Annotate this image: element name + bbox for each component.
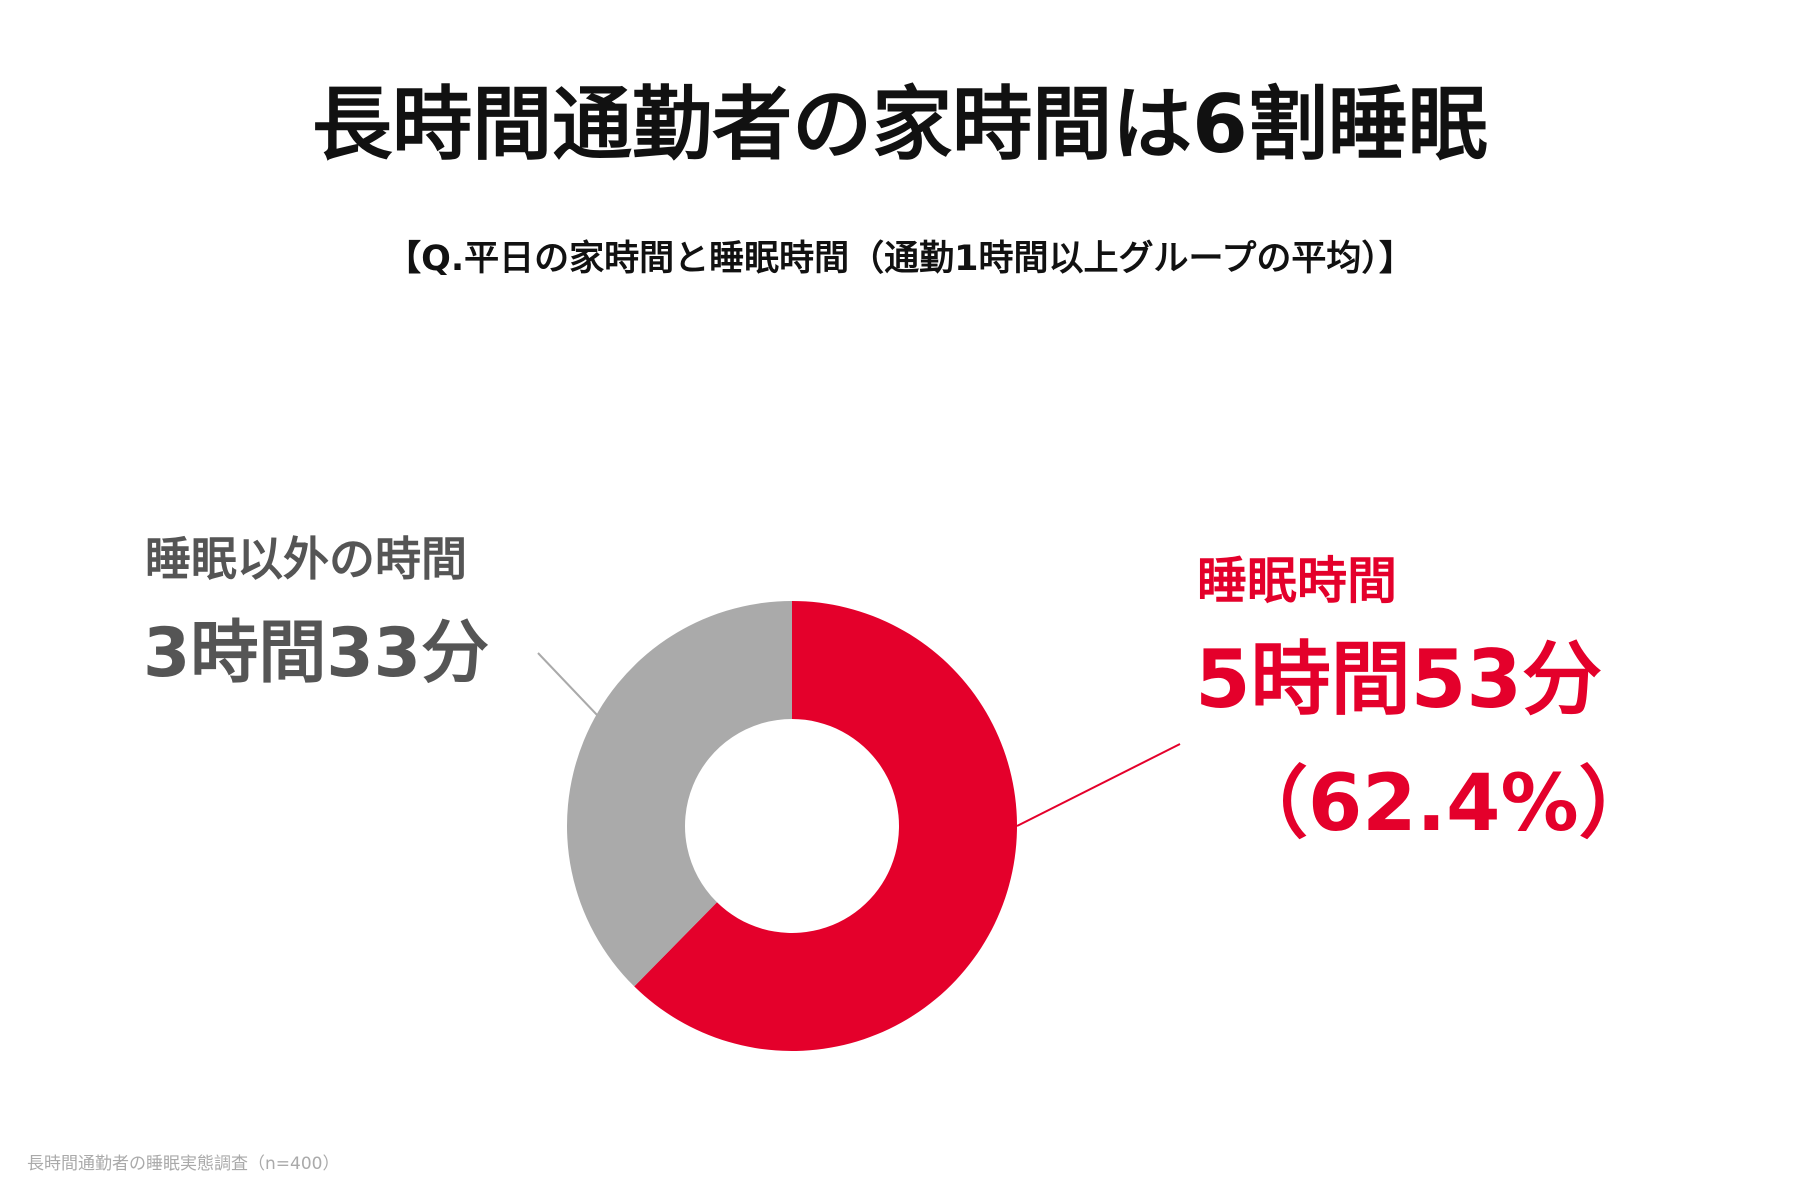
label-other-value: 3時間33分 xyxy=(143,614,489,693)
leader-line-other xyxy=(537,652,599,717)
slice-other xyxy=(567,601,792,987)
chart-subtitle: 【Q.平日の家時間と睡眠時間（通勤1時間以上グループの平均）】 xyxy=(386,239,1414,279)
label-sleep-percent: （62.4%） xyxy=(1230,759,1657,849)
label-other-name: 睡眠以外の時間 xyxy=(145,532,467,586)
label-sleep-value: 5時間53分 xyxy=(1195,633,1602,726)
chart-title: 長時間通勤者の家時間は6割睡眠 xyxy=(312,78,1488,171)
leader-line-sleep xyxy=(1016,743,1181,827)
label-sleep-name: 睡眠時間 xyxy=(1197,552,1397,610)
slice-sleep xyxy=(634,601,1017,1051)
source-note: 長時間通勤者の睡眠実態調査（n=400） xyxy=(27,1154,340,1174)
